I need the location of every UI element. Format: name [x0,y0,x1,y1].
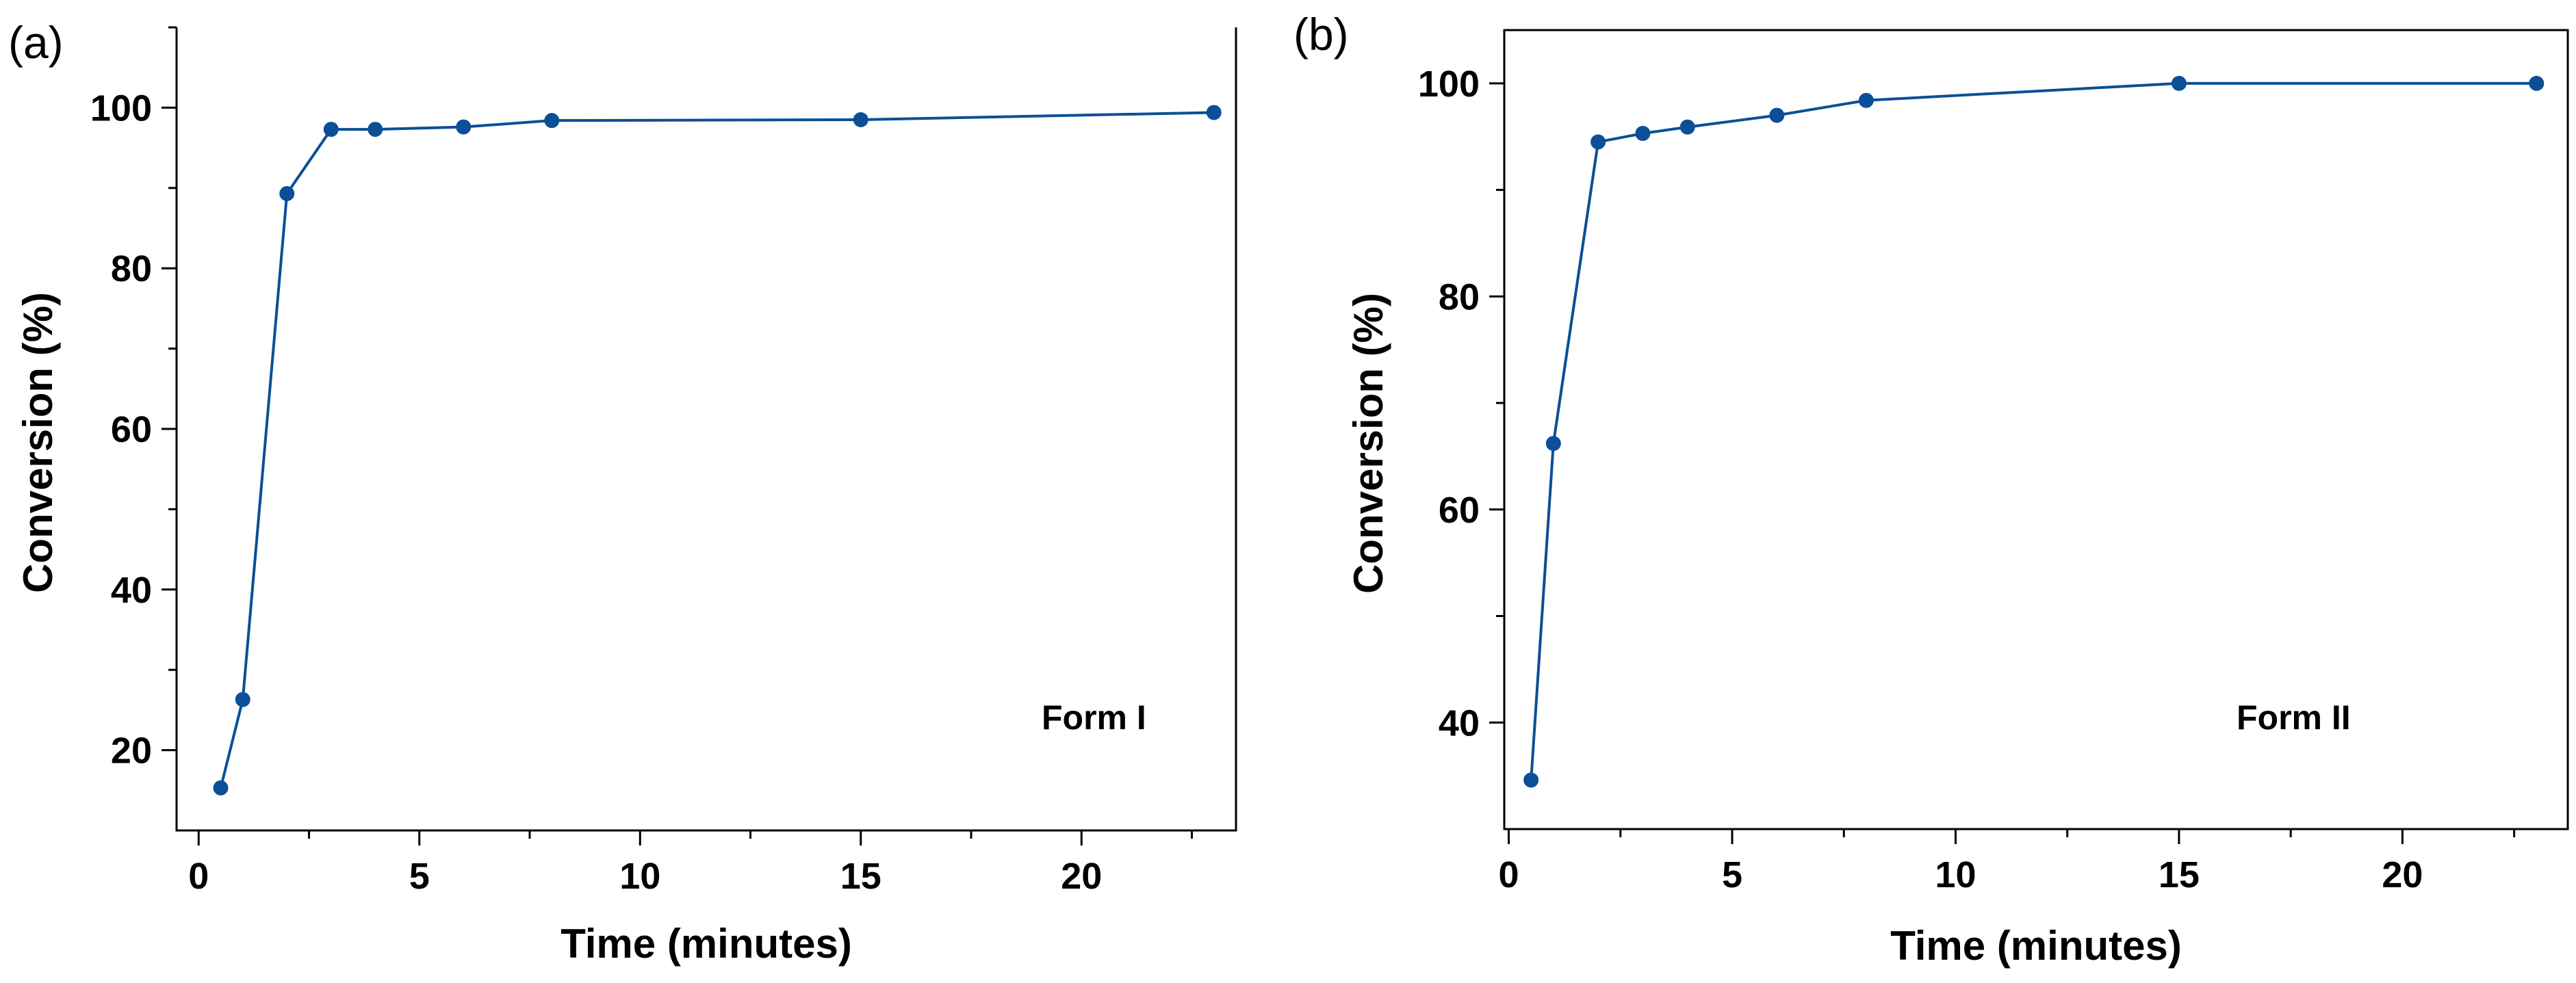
data-point [235,692,250,707]
data-point [2171,75,2187,91]
data-point [1679,119,1695,135]
x-tick-label: 0 [1499,854,1519,895]
x-tick-label: 15 [840,856,881,897]
series-line [219,111,1214,789]
data-point [323,122,339,137]
data-point [213,780,229,796]
data-point [1858,92,1874,108]
panel-label: (b) [1293,9,1349,60]
y-tick-label: 80 [111,248,152,289]
data-point [1590,134,1606,150]
panel-label: (a) [8,17,64,68]
x-tick-label: 10 [619,856,660,897]
data-point [1545,436,1561,451]
x-axis-title: Time (minutes) [1890,923,2182,969]
y-tick-label: 20 [111,731,152,772]
x-tick-label: 20 [2382,854,2423,895]
y-tick-label: 40 [111,570,152,611]
x-tick-label: 10 [1935,854,1976,895]
data-point [2529,75,2545,91]
y-axis-title: Conversion (%) [1345,293,1391,594]
x-axis-title: Time (minutes) [561,921,852,967]
y-tick-label: 60 [111,409,152,450]
x-tick-label: 5 [409,856,430,897]
x-tick-label: 5 [1722,854,1742,895]
x-tick-label: 15 [2159,854,2200,895]
data-point [368,122,383,137]
data-point [1769,107,1785,123]
form-annotation: Form I [1042,698,1146,737]
y-tick-label: 100 [90,88,152,129]
series-line [1530,81,2537,781]
data-point [544,113,560,129]
data-point [1523,772,1539,788]
x-tick-label: 0 [188,856,209,897]
y-tick-label: 100 [1418,64,1480,105]
data-point [456,119,472,135]
data-point [853,112,868,128]
y-axis-title: Conversion (%) [15,292,61,593]
plot-frame [1503,29,2569,830]
y-tick-label: 40 [1439,703,1480,744]
panel-a: 0 5 10 15 20 20 40 60 80 100 Time (minutes) Convers… [8,17,1237,967]
panel-b: 0 5 10 15 20 40 60 80 100 Time (minutes) Conversio… [1293,9,2569,969]
data-point [1635,126,1651,142]
data-point [1206,105,1222,120]
data-point [279,186,295,202]
x-tick-label: 20 [1061,856,1102,897]
form-annotation: Form II [2237,698,2351,737]
y-tick-label: 60 [1439,490,1480,531]
y-tick-label: 80 [1439,276,1480,317]
